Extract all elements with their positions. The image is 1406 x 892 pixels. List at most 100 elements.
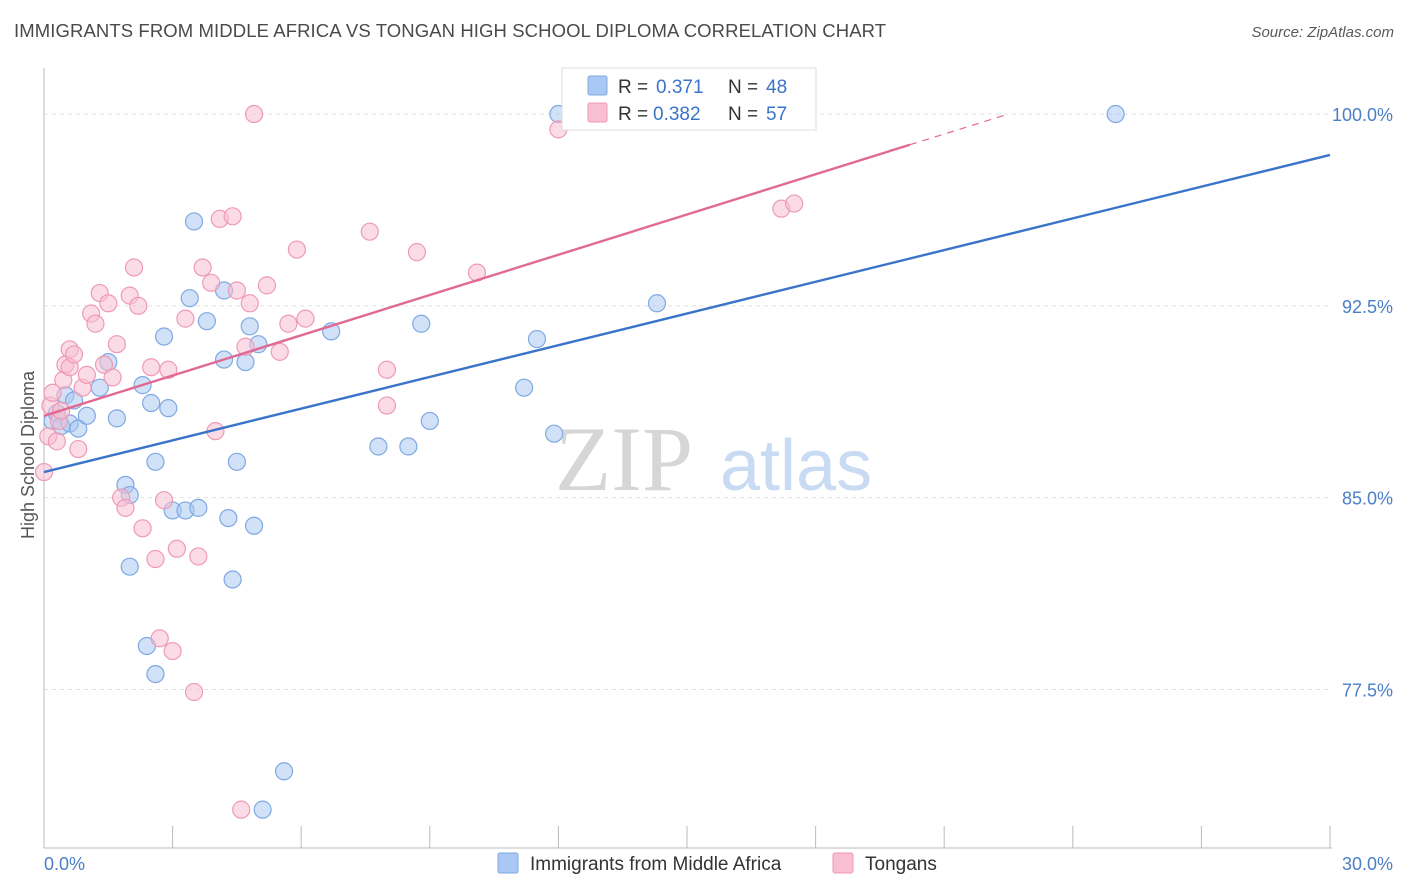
legend-n-value-tongans: 57: [766, 104, 787, 125]
tongan-point-31: [154, 491, 174, 510]
x-axis-ticks: [43, 826, 1331, 848]
tongan-point-29: [146, 549, 165, 569]
tongan-point-49: [270, 342, 289, 361]
africa-trend-line: [43, 153, 1331, 474]
tongan-point-47: [244, 104, 264, 124]
x-tick-label-0: 0.0%: [44, 854, 85, 874]
africa-point-30: [184, 212, 204, 231]
tongan-point-34: [167, 539, 186, 558]
y-tick-label-3: 77.5%: [1342, 680, 1393, 700]
tongan-point-27: [133, 519, 152, 538]
tongan-point-32: [159, 360, 178, 379]
tongan-point-28: [142, 358, 161, 377]
africa-point-19: [159, 399, 178, 418]
series-legend: Immigrants from Middle Africa Tongans: [497, 852, 937, 875]
africa-point-12: [120, 557, 139, 576]
legend-r-label-tongans: R =: [618, 104, 648, 125]
legend-swatch-africa: [587, 75, 608, 96]
tongan-point-60: [785, 194, 804, 213]
legend-n-label-tongans: N =: [728, 104, 758, 125]
legend-swatch-tongans: [587, 102, 608, 123]
gridlines: [44, 113, 1332, 690]
africa-point-39: [369, 437, 388, 456]
africa-point-20: [146, 664, 165, 684]
tongan-trend-extension: [909, 113, 1009, 146]
africa-point-44: [527, 329, 547, 349]
tongan-point-53: [360, 222, 379, 241]
tongan-point-48: [257, 276, 277, 295]
tongan-point-12: [69, 439, 88, 459]
africa-point-42: [420, 411, 439, 431]
legend-n-value-africa: 48: [766, 77, 787, 98]
legend-n-label-africa: N =: [728, 77, 758, 98]
africa-point-16: [146, 452, 165, 471]
legend-r-label-africa: R =: [618, 77, 648, 98]
y-tick-label-2: 85.0%: [1342, 489, 1393, 509]
africa-point-35: [244, 516, 264, 535]
tongan-point-11: [64, 345, 84, 364]
y-tick-label-0: 100.0%: [1332, 105, 1393, 125]
tongan-point-30: [150, 629, 169, 648]
africa-point-10: [107, 409, 126, 428]
tongan-point-23: [116, 498, 135, 517]
africa-point-28: [236, 352, 255, 372]
africa-point-41: [412, 314, 431, 333]
tongan-point-36: [184, 682, 204, 702]
tongan-point-21: [107, 335, 126, 354]
africa-point-47: [647, 294, 667, 313]
africa-point-36: [253, 800, 272, 819]
africa-point-32: [223, 570, 242, 589]
trend-lines: [43, 113, 1331, 474]
africa-point-7: [77, 406, 96, 425]
tongan-point-26: [129, 296, 148, 315]
africa-point-27: [227, 452, 246, 471]
tongan-point-25: [124, 258, 144, 277]
x-tick-labels: 0.0% 30.0%: [44, 854, 1393, 874]
chart-title: IMMIGRANTS FROM MIDDLE AFRICA VS TONGAN …: [14, 20, 887, 41]
y-tick-labels: 100.0% 92.5% 85.0% 77.5%: [1332, 105, 1393, 700]
africa-point-25: [197, 312, 216, 331]
africa-point-43: [515, 378, 534, 397]
watermark-zip: ZIP: [555, 408, 693, 510]
y-tick-label-1: 92.5%: [1342, 297, 1393, 317]
tongan-point-20: [103, 368, 122, 387]
tongan-point-16: [86, 314, 105, 333]
africa-point-48: [1106, 104, 1125, 124]
tongan-point-43: [227, 281, 246, 300]
tongan-point-4: [47, 432, 66, 451]
africa-point-33: [240, 317, 259, 336]
tongan-point-54: [377, 360, 397, 379]
tongan-point-14: [77, 365, 96, 384]
stats-legend: R = 0.371 N = 48 R = 0.382 N = 57: [561, 67, 817, 131]
africa-point-37: [274, 762, 294, 781]
legend-r-value-tongans: 0.382: [653, 104, 701, 125]
africa-point-18: [154, 327, 174, 346]
scatter-points: [34, 104, 1125, 819]
y-axis-label: High School Diploma: [18, 370, 38, 539]
bottom-legend-swatch-tongans: [832, 852, 854, 874]
tongan-point-51: [287, 240, 307, 259]
tongan-point-18: [94, 355, 114, 374]
africa-point-40: [399, 437, 418, 456]
watermark-atlas: atlas: [720, 426, 872, 506]
tongan-point-52: [296, 309, 315, 328]
tongan-point-38: [193, 258, 212, 277]
africa-point-15: [142, 393, 161, 413]
x-tick-label-1: 30.0%: [1342, 854, 1393, 874]
tongan-point-50: [279, 314, 298, 333]
tongan-point-44: [232, 800, 251, 819]
africa-point-6: [69, 419, 88, 438]
tongan-trend-line: [43, 143, 911, 417]
africa-point-24: [180, 289, 199, 308]
bottom-legend-label-africa: Immigrants from Middle Africa: [530, 854, 782, 875]
tongan-point-19: [99, 294, 118, 313]
tongan-point-39: [202, 273, 221, 292]
bottom-legend-swatch-africa: [497, 852, 519, 874]
source-label: Source: ZipAtlas.com: [1251, 24, 1394, 41]
africa-point-45: [545, 424, 564, 443]
tongan-point-35: [176, 309, 195, 328]
tongan-point-56: [407, 243, 427, 262]
legend-r-value-africa: 0.371: [656, 77, 704, 98]
tongan-point-42: [223, 207, 242, 226]
